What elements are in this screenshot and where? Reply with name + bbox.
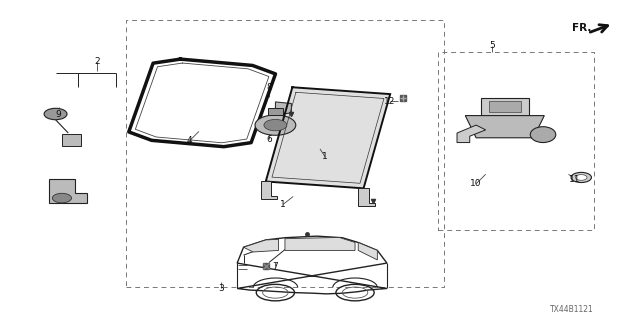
Text: 3: 3 xyxy=(218,284,224,293)
Text: 10: 10 xyxy=(470,179,482,188)
Polygon shape xyxy=(285,237,355,251)
Ellipse shape xyxy=(531,127,556,142)
Bar xyxy=(481,98,529,116)
Polygon shape xyxy=(275,102,291,115)
Circle shape xyxy=(44,108,67,120)
Text: 9: 9 xyxy=(56,109,61,118)
Bar xyxy=(62,134,81,146)
Text: 2: 2 xyxy=(94,57,100,66)
Bar xyxy=(125,20,444,287)
Bar xyxy=(438,52,594,230)
Text: 11: 11 xyxy=(569,174,580,184)
Text: 1: 1 xyxy=(280,200,286,209)
Circle shape xyxy=(255,115,296,135)
Text: 8: 8 xyxy=(266,83,272,92)
Polygon shape xyxy=(266,87,390,188)
Polygon shape xyxy=(260,181,277,199)
Text: 7: 7 xyxy=(273,262,278,271)
Text: FR.: FR. xyxy=(572,23,591,33)
Circle shape xyxy=(571,172,591,182)
Text: 5: 5 xyxy=(489,41,495,50)
Polygon shape xyxy=(358,188,375,206)
Polygon shape xyxy=(358,243,378,260)
Circle shape xyxy=(264,119,287,131)
Polygon shape xyxy=(49,179,88,203)
Circle shape xyxy=(575,175,587,180)
Text: 4: 4 xyxy=(186,136,192,146)
Bar xyxy=(489,101,521,112)
Circle shape xyxy=(52,193,72,203)
Text: 6: 6 xyxy=(266,135,272,144)
Polygon shape xyxy=(465,116,544,138)
Bar xyxy=(268,108,283,115)
Text: TX44B1121: TX44B1121 xyxy=(550,305,593,314)
Text: 12: 12 xyxy=(385,97,396,106)
Polygon shape xyxy=(244,239,278,252)
Polygon shape xyxy=(457,125,486,142)
Text: 1: 1 xyxy=(322,152,328,161)
